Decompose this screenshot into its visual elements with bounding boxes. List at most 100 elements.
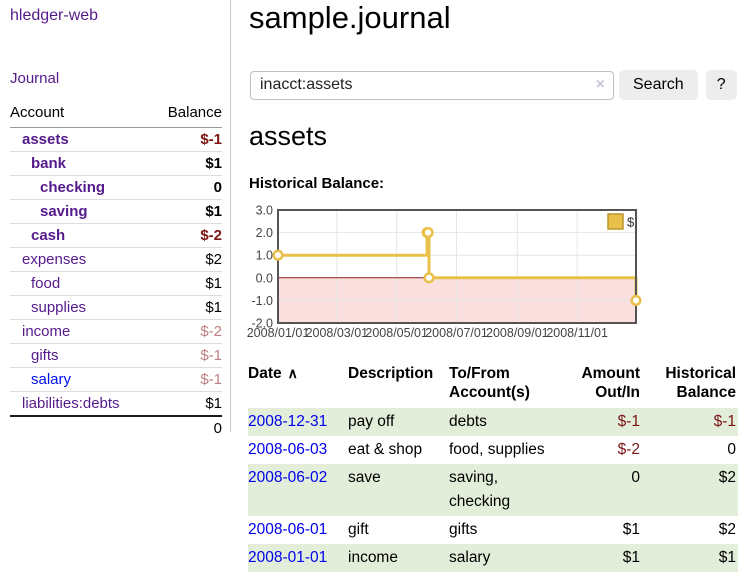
transaction-date-link[interactable]: 2008-01-01 <box>248 549 328 566</box>
sidebar-account-link[interactable]: supplies <box>31 299 87 316</box>
sidebar-account-link[interactable]: bank <box>31 155 67 172</box>
sidebar-account-row: cash $-2 <box>10 223 222 248</box>
register-header-line2: Balance <box>676 384 736 401</box>
sidebar-account-cell: gifts <box>10 343 152 368</box>
sidebar-account-row: bank $1 <box>10 151 222 176</box>
transaction-historical-balance: $2 <box>718 469 736 486</box>
transaction-historical-balance: $1 <box>718 549 736 566</box>
register-column-header-amount: Amount Out/In <box>557 360 642 408</box>
accounts-header-account: Account <box>10 101 152 128</box>
sidebar-account-balance: 0 <box>151 175 222 200</box>
accounts-total-spacer <box>10 415 152 440</box>
svg-text:1.0: 1.0 <box>256 249 273 263</box>
sidebar-account-link[interactable]: liabilities:debts <box>22 395 120 412</box>
transaction-description: pay off <box>348 413 395 430</box>
help-button[interactable]: ? <box>705 70 737 100</box>
sidebar-account-row: liabilities:debts $1 <box>10 391 222 416</box>
transaction-amount: $1 <box>622 549 640 566</box>
main-content: sample.journal × Search ? assets Histori… <box>247 0 742 582</box>
sidebar-account-balance: $1 <box>151 295 222 320</box>
svg-text:2008/09/01: 2008/09/01 <box>486 326 549 340</box>
sidebar-account-balance: $1 <box>151 391 222 416</box>
register-row: 2008-01-01 income salary $1 $1 <box>248 544 738 572</box>
sidebar-account-cell: income <box>10 319 152 344</box>
register-header-line1: Description <box>348 365 434 382</box>
sidebar-account-row: gifts $-1 <box>10 343 222 368</box>
register-header-line1: Historical <box>665 365 736 382</box>
sidebar-account-link[interactable]: expenses <box>22 251 87 268</box>
transaction-historical-balance: 0 <box>727 441 736 458</box>
svg-text:2008/07/01: 2008/07/01 <box>425 326 488 340</box>
sidebar-account-cell: checking <box>10 175 152 200</box>
transaction-amount: 0 <box>631 469 640 486</box>
sidebar-account-balance: $1 <box>151 151 222 176</box>
search-form: × Search ? <box>250 70 737 100</box>
accounts-table: Account Balance assets $-1 bank $1 checking 0… <box>10 101 222 440</box>
search-button[interactable]: Search <box>619 70 698 100</box>
transaction-historical-balance: $-1 <box>713 413 736 430</box>
sidebar-account-cell: saving <box>10 199 152 224</box>
sidebar-item-journal[interactable]: Journal <box>10 70 60 87</box>
sidebar-account-link[interactable]: cash <box>31 227 66 244</box>
transaction-accounts: salary <box>449 549 491 566</box>
accounts-table-header-row: Account Balance <box>10 101 222 128</box>
transaction-date-cell: 2008-06-02 <box>248 464 348 516</box>
transaction-date-link[interactable]: 2008-06-03 <box>248 441 328 458</box>
sidebar-account-cell: bank <box>10 151 152 176</box>
sidebar-account-link[interactable]: saving <box>40 203 88 220</box>
register-header-row: Date ∧ Description To/From Account(s) Amount O… <box>248 360 738 408</box>
transaction-description: gift <box>348 521 369 538</box>
sidebar-account-balance: $1 <box>151 271 222 296</box>
register-header-line1: To/From <box>449 365 510 382</box>
clear-search-icon[interactable]: × <box>595 75 605 93</box>
register-row: 2008-06-03 eat & shop food, supplies $-2 0 <box>248 436 738 464</box>
transaction-description: income <box>348 549 398 566</box>
sidebar-account-row: expenses $2 <box>10 247 222 272</box>
transaction-accounts: debts <box>449 413 487 430</box>
sidebar-account-balance: $-1 <box>151 343 222 368</box>
page-title: sample.journal <box>249 0 451 35</box>
register-column-header-date[interactable]: Date ∧ <box>248 360 348 408</box>
app-title-link[interactable]: hledger-web <box>10 7 99 24</box>
transaction-date-cell: 2008-12-31 <box>248 408 348 436</box>
sidebar-account-balance: $1 <box>151 199 222 224</box>
register-column-header-description: Description <box>348 360 449 408</box>
sidebar-account-row: income $-2 <box>10 319 222 344</box>
sidebar-account-link[interactable]: income <box>22 323 71 340</box>
svg-text:2008/01/01: 2008/01/01 <box>247 326 309 340</box>
svg-text:-2.0: -2.0 <box>251 317 273 331</box>
transaction-date-link[interactable]: 2008-06-01 <box>248 521 328 538</box>
transaction-date-cell: 2008-01-01 <box>248 544 348 572</box>
transaction-amount: $1 <box>622 521 640 538</box>
sidebar-account-cell: expenses <box>10 247 152 272</box>
accounts-total-row: 0 <box>10 415 222 440</box>
sidebar-account-link[interactable]: gifts <box>31 347 59 364</box>
sidebar-account-balance: $-1 <box>200 131 222 148</box>
transaction-date-link[interactable]: 2008-06-02 <box>248 469 328 486</box>
account-heading: assets <box>249 121 328 151</box>
chart-canvas: 3.0 2.0 1.0 0.0 -1.0 -2.02008/01/012008/03/01… <box>247 204 642 340</box>
transaction-date-link[interactable]: 2008-12-31 <box>248 413 328 430</box>
search-input[interactable] <box>250 70 614 100</box>
sidebar-account-link[interactable]: food <box>31 275 61 292</box>
register-table: Date ∧ Description To/From Account(s) Amount O… <box>248 360 738 572</box>
historical-balance-chart: 3.0 2.0 1.0 0.0 -1.0 -2.0 2008/01/01 2008/03/01… <box>247 202 742 344</box>
sidebar-account-link[interactable]: checking <box>40 179 106 196</box>
sidebar-account-row: food $1 <box>10 271 222 296</box>
sidebar-account-balance: $-2 <box>151 223 222 248</box>
sidebar-account-link[interactable]: salary <box>31 371 72 388</box>
svg-text:0.0: 0.0 <box>256 271 273 285</box>
sidebar-account-link[interactable]: assets <box>22 131 69 148</box>
register-column-header-historical: Historical Balance <box>642 360 738 408</box>
sidebar-account-cell: supplies <box>10 295 152 320</box>
svg-text:$: $ <box>627 215 635 230</box>
accounts-header-balance: Balance <box>151 101 222 128</box>
accounts-total-value: 0 <box>151 415 222 440</box>
svg-text:-1.0: -1.0 <box>251 294 273 308</box>
sidebar-account-row: salary $-1 <box>10 367 222 392</box>
sort-ascending-icon: ∧ <box>287 365 298 381</box>
register-row: 2008-12-31 pay off debts $-1 $-1 <box>248 408 738 436</box>
sidebar: hledger-web Journal Account Balance asse… <box>0 0 231 440</box>
register-header-line1: Amount <box>581 365 640 382</box>
